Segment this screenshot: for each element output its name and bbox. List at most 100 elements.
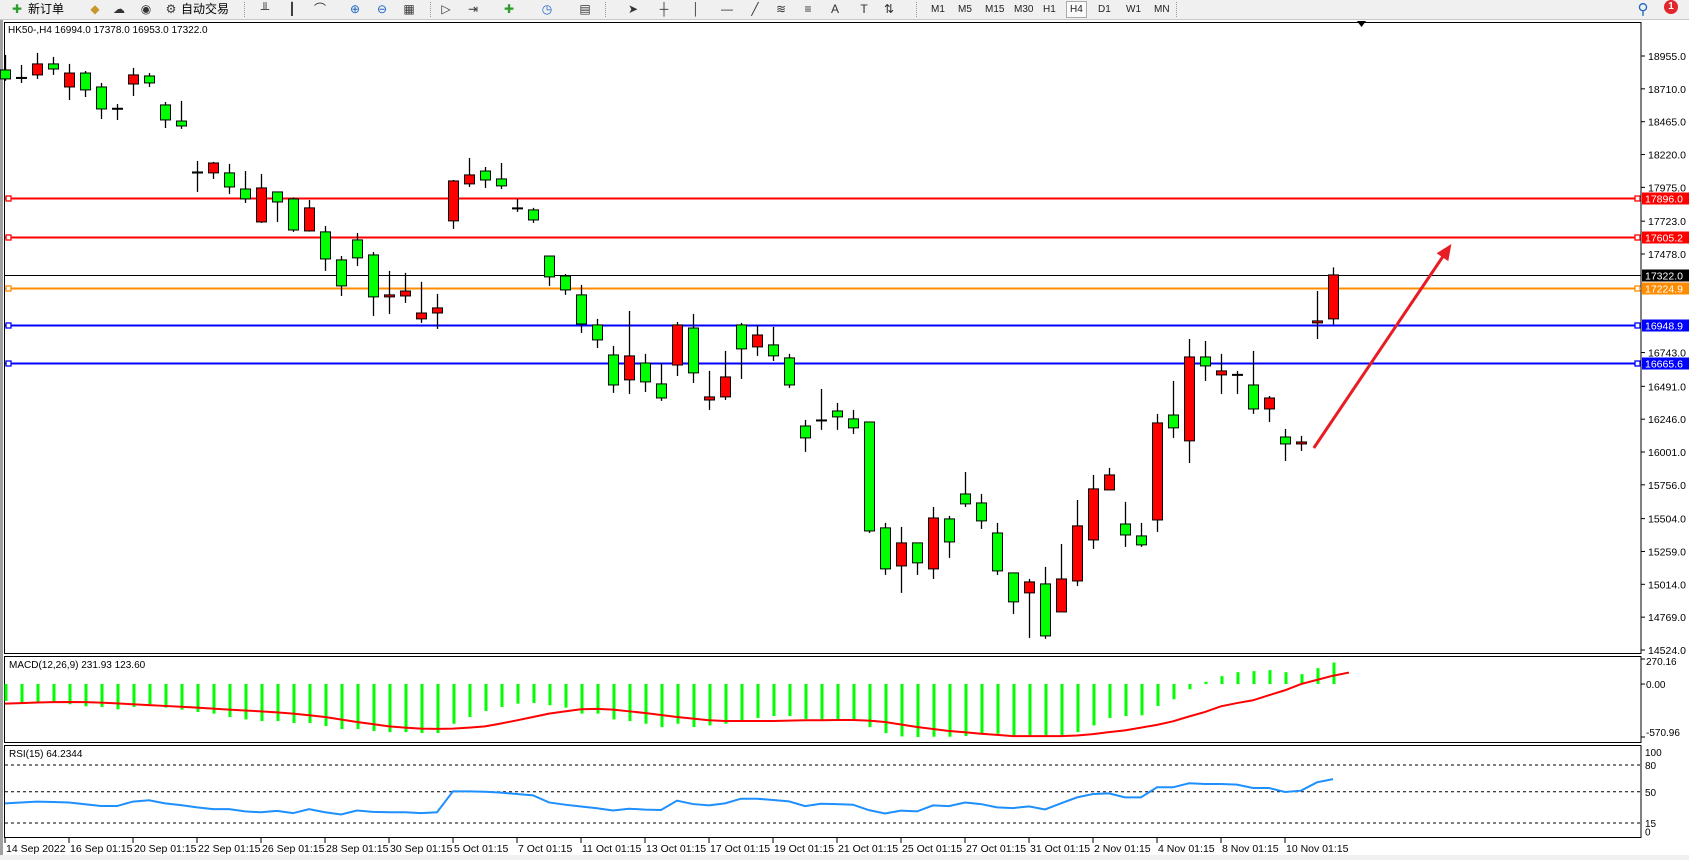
horizontal-level-label: 17605.2 xyxy=(1645,233,1683,245)
timeframe-h4-button[interactable]: H4 xyxy=(1066,1,1087,18)
macd-histogram-bar xyxy=(820,684,824,721)
auto-trading-icon[interactable]: ⚙ xyxy=(165,2,177,16)
timeframe-m5-button[interactable]: M5 xyxy=(958,4,972,15)
candle-body xyxy=(464,174,475,185)
candle-body xyxy=(624,355,635,381)
fibonacci-icon[interactable]: ≋ xyxy=(775,2,787,16)
candle-body xyxy=(912,542,923,564)
horizontal-level-label-bg xyxy=(1642,231,1689,244)
macd-histogram-bar xyxy=(1044,684,1048,737)
timeframe-m15-button[interactable]: M15 xyxy=(985,4,1005,15)
candle-body xyxy=(752,334,763,348)
text-label-tool-button[interactable]: T xyxy=(860,2,868,16)
zoom-in-icon[interactable]: ⊕ xyxy=(349,2,361,16)
macd-histogram-bar xyxy=(548,684,552,706)
indicators-icon[interactable]: ✚ xyxy=(503,2,515,16)
candle xyxy=(432,293,443,329)
candle xyxy=(944,515,955,558)
timeframe-w1-button[interactable]: W1 xyxy=(1126,4,1141,15)
candle xyxy=(384,270,395,314)
line-chart-icon[interactable]: ⌒ xyxy=(313,2,326,16)
auto-trading-button[interactable]: 自动交易 xyxy=(181,2,230,16)
macd-histogram-bar xyxy=(692,684,696,728)
time-tick-label: 30 Sep 01:15 xyxy=(390,843,453,855)
macd-histogram-bar xyxy=(196,684,200,712)
time-tick-label: 31 Oct 01:15 xyxy=(1030,843,1090,855)
macd-title: MACD(12,26,9) 231.93 123.60 xyxy=(9,660,146,671)
candle-body xyxy=(176,120,187,127)
candle xyxy=(112,103,123,120)
vertical-line-icon[interactable]: │ xyxy=(692,2,700,16)
price-tick-label: 17478.0 xyxy=(1648,249,1686,261)
macd-histogram-bar xyxy=(852,684,856,721)
gold-icon[interactable]: ◆ xyxy=(90,2,100,16)
crosshair-icon[interactable]: ┼ xyxy=(659,2,669,16)
notification-badge[interactable]: 1 xyxy=(1664,0,1678,14)
candle xyxy=(272,191,283,222)
candle-body xyxy=(720,376,731,398)
candle xyxy=(880,522,891,575)
horizontal-level-label: 17224.9 xyxy=(1645,284,1683,296)
candlestick-icon[interactable]: ┃ xyxy=(288,2,296,16)
chart-shift-icon[interactable]: ▷ xyxy=(441,2,451,16)
fibo-fan-icon[interactable]: ≡ xyxy=(804,2,812,16)
candle-body xyxy=(800,425,811,439)
candle xyxy=(576,284,587,333)
macd-histogram-bar xyxy=(452,684,456,724)
time-tick-label: 17 Oct 01:15 xyxy=(710,843,770,855)
macd-histogram-bar xyxy=(180,684,184,710)
timeframe-d1-button[interactable]: D1 xyxy=(1098,4,1111,15)
text-tool-button[interactable]: A xyxy=(830,2,839,16)
macd-histogram-bar xyxy=(1188,684,1192,690)
new-order-button[interactable]: 新订单 xyxy=(28,2,65,16)
candle xyxy=(672,321,683,376)
candle-body xyxy=(640,362,651,383)
candle-body xyxy=(688,327,699,374)
bid-price-label-bg xyxy=(1642,269,1689,282)
main-panel-frame xyxy=(4,22,1642,654)
trendline-icon[interactable]: ╱ xyxy=(751,2,759,16)
search-icon[interactable]: ⚲ xyxy=(1637,1,1649,18)
candle-body xyxy=(496,178,507,187)
candle xyxy=(1040,566,1051,639)
timeframe-m30-button[interactable]: M30 xyxy=(1014,4,1034,15)
candle-body xyxy=(304,207,315,232)
market-watch-icon[interactable]: ☁ xyxy=(113,2,125,16)
timeframe-mn-button[interactable]: MN xyxy=(1154,4,1170,15)
macd-histogram-bar xyxy=(516,684,520,704)
candle-body xyxy=(1120,523,1131,536)
macd-histogram-bar xyxy=(628,684,632,722)
bar-chart-icon[interactable]: ╨ xyxy=(260,2,270,16)
macd-histogram-bar xyxy=(324,684,328,727)
price-tick-label: 16743.0 xyxy=(1648,348,1686,360)
timeframe-h1-button[interactable]: H1 xyxy=(1043,4,1056,15)
status-bar xyxy=(0,855,1689,860)
timeframe-m1-button[interactable]: M1 xyxy=(931,4,945,15)
autoscroll-icon[interactable]: ⇥ xyxy=(467,2,479,16)
templates-icon[interactable]: ▤ xyxy=(579,2,591,16)
macd-histogram-bar xyxy=(932,684,936,737)
candle-body xyxy=(512,207,523,210)
candle xyxy=(704,370,715,410)
tile-windows-icon[interactable]: ▦ xyxy=(403,2,415,16)
candle-body xyxy=(64,72,75,88)
arrows-icon[interactable]: ⇅ xyxy=(883,2,895,16)
macd-histogram-bar xyxy=(724,684,728,724)
signals-icon[interactable]: ◉ xyxy=(140,2,152,16)
new-order-icon[interactable]: ✚ xyxy=(11,2,23,16)
candle-body xyxy=(960,493,971,505)
periods-icon[interactable]: ◷ xyxy=(541,2,553,16)
macd-histogram-bar xyxy=(1140,684,1144,716)
zoom-out-icon[interactable]: ⊖ xyxy=(376,2,388,16)
candle-body xyxy=(928,517,939,570)
cursor-icon[interactable]: ➤ xyxy=(627,2,639,16)
candle-body xyxy=(1008,572,1019,603)
horizontal-line-icon[interactable]: — xyxy=(721,2,733,16)
candle xyxy=(1280,428,1291,461)
candle xyxy=(352,232,363,266)
price-tick-label: 15504.0 xyxy=(1648,514,1686,526)
rsi-line xyxy=(4,778,1334,816)
horizontal-level-label-bg xyxy=(1642,357,1689,370)
macd-histogram-bar xyxy=(1236,672,1240,685)
